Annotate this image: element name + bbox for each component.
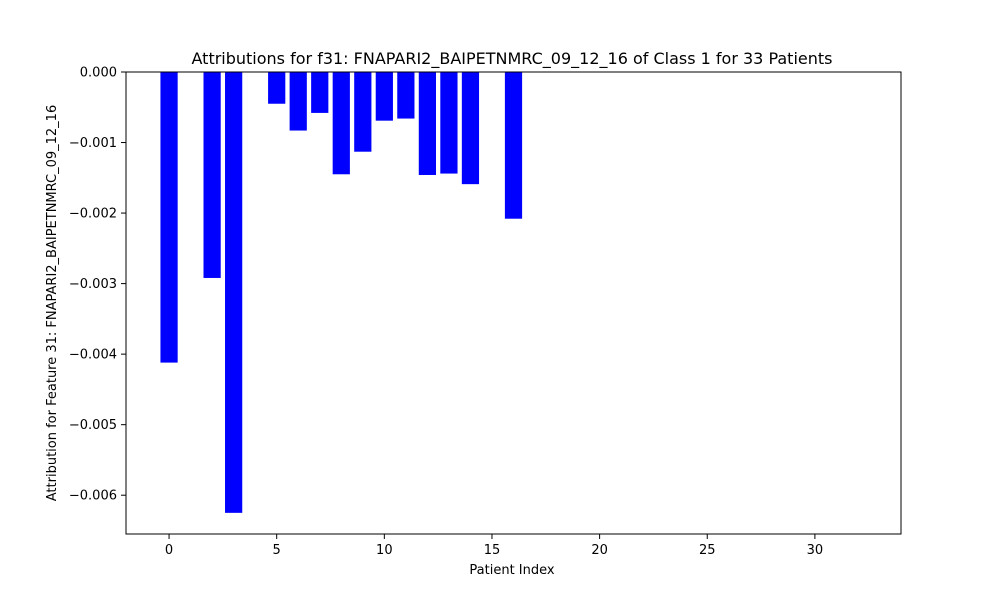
bar-patient-11: [397, 72, 415, 119]
y-tick-label: −0.006: [69, 489, 117, 504]
bar-patient-10: [375, 72, 393, 121]
x-tick-label: 20: [591, 543, 608, 558]
y-tick-label: −0.001: [69, 136, 117, 151]
chart-title: Attributions for f31: FNAPARI2_BAIPETNMR…: [192, 49, 833, 69]
bar-patient-13: [440, 72, 458, 174]
bar-patient-12: [418, 72, 436, 175]
x-tick-label: 15: [484, 543, 501, 558]
x-tick-label: 25: [699, 543, 716, 558]
bar-patient-6: [289, 72, 307, 131]
y-axis-label: Attribution for Feature 31: FNAPARI2_BAI…: [45, 105, 60, 501]
bar-patient-9: [354, 72, 372, 152]
x-axis-ticks: 0 5 10 15 20 25 30: [165, 534, 823, 558]
bar-patient-5: [268, 72, 286, 104]
y-axis-ticks: 0.000 −0.001 −0.002 −0.003 −0.004 −0.005 −0.00…: [69, 66, 126, 504]
bar-patient-16: [504, 72, 523, 219]
bar-patient-7: [311, 72, 329, 113]
x-axis-label: Patient Index: [469, 563, 554, 578]
bar-patient-0: [160, 72, 178, 363]
bar-patient-3: [225, 72, 243, 513]
y-tick-label: −0.003: [69, 277, 117, 292]
bar-patient-14: [461, 72, 480, 185]
y-tick-label: −0.005: [69, 418, 117, 433]
x-tick-label: 5: [273, 543, 281, 558]
bar-patient-2: [203, 72, 221, 278]
plot-frame: [125, 71, 902, 535]
x-tick-label: 10: [376, 543, 393, 558]
x-tick-label: 0: [165, 543, 173, 558]
bar-patient-8: [332, 72, 350, 175]
y-tick-label: −0.004: [69, 348, 117, 363]
y-tick-label: 0.000: [80, 66, 117, 81]
y-tick-label: −0.002: [69, 207, 117, 222]
x-tick-label: 30: [807, 543, 824, 558]
bars-group: [160, 72, 523, 513]
